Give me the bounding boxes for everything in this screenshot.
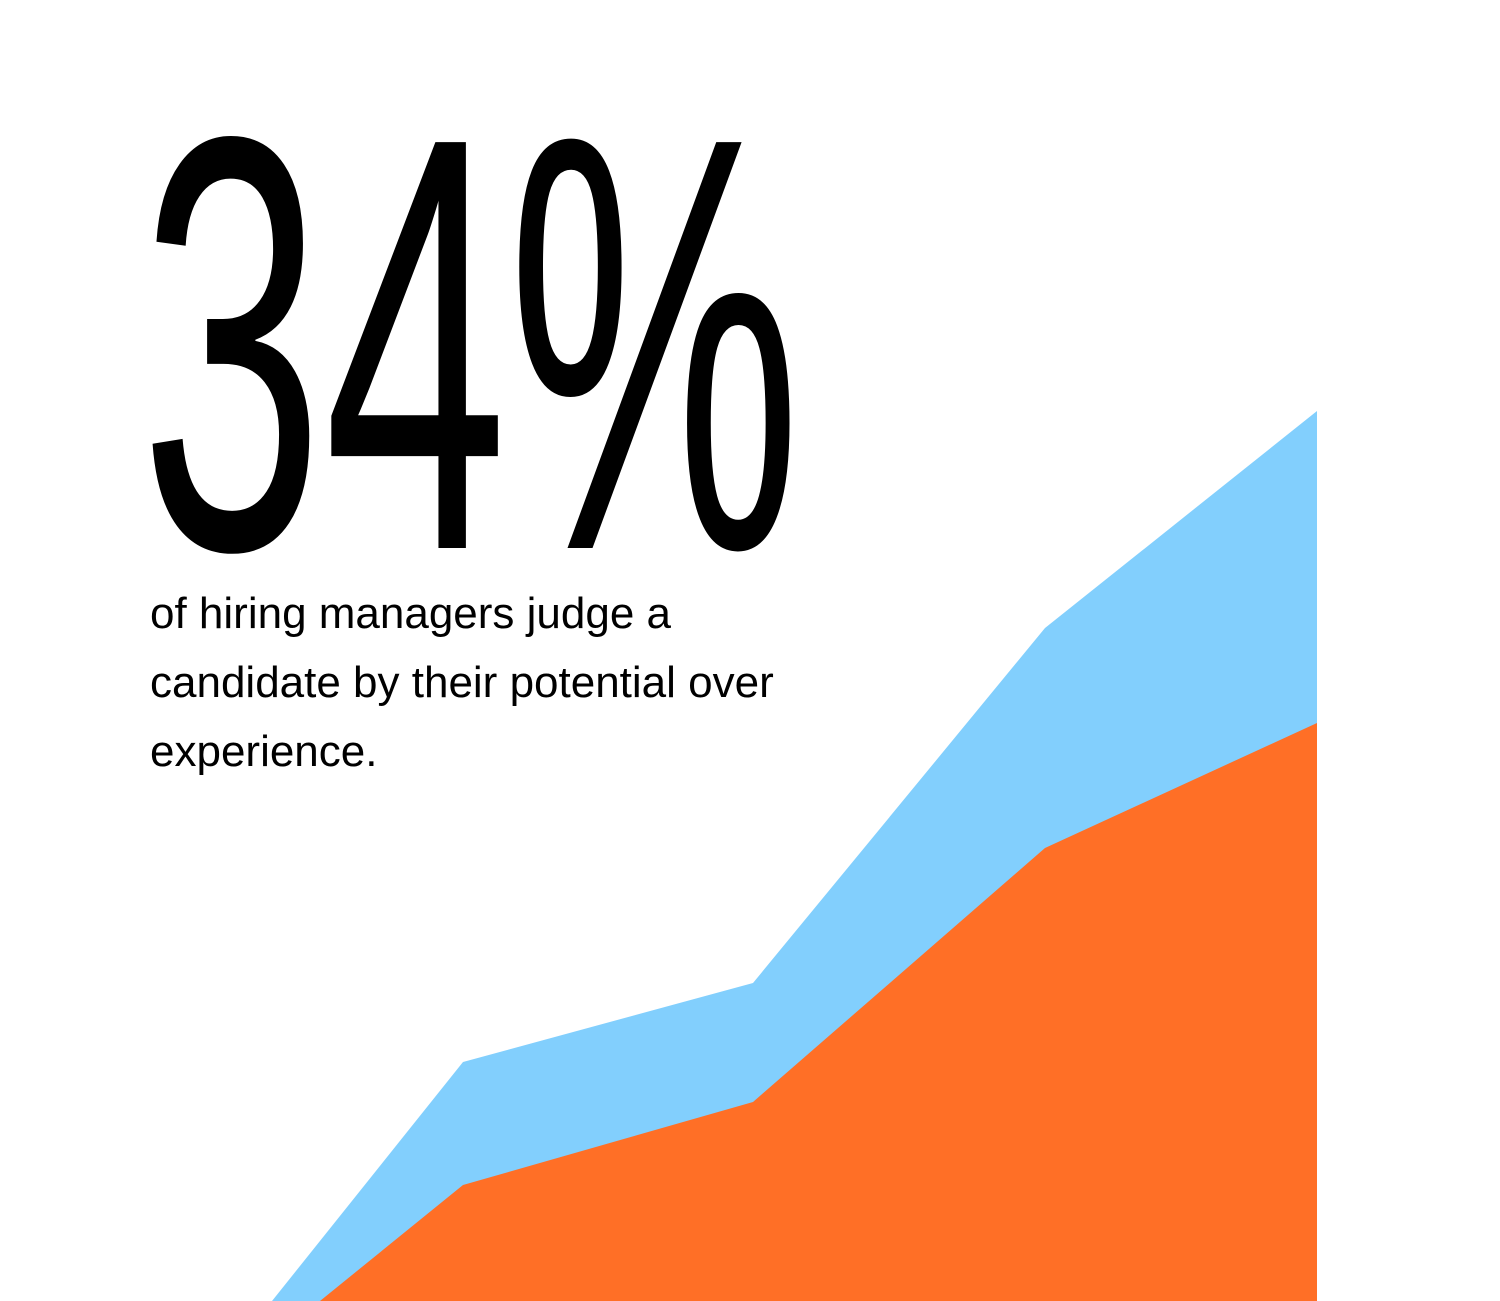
caption-line: of hiring managers judge a [150,589,672,638]
orange-area [320,723,1317,1301]
caption-line: candidate by their potential over [150,658,774,707]
caption-line: experience. [150,727,377,776]
stat-value: 34% [140,15,801,674]
